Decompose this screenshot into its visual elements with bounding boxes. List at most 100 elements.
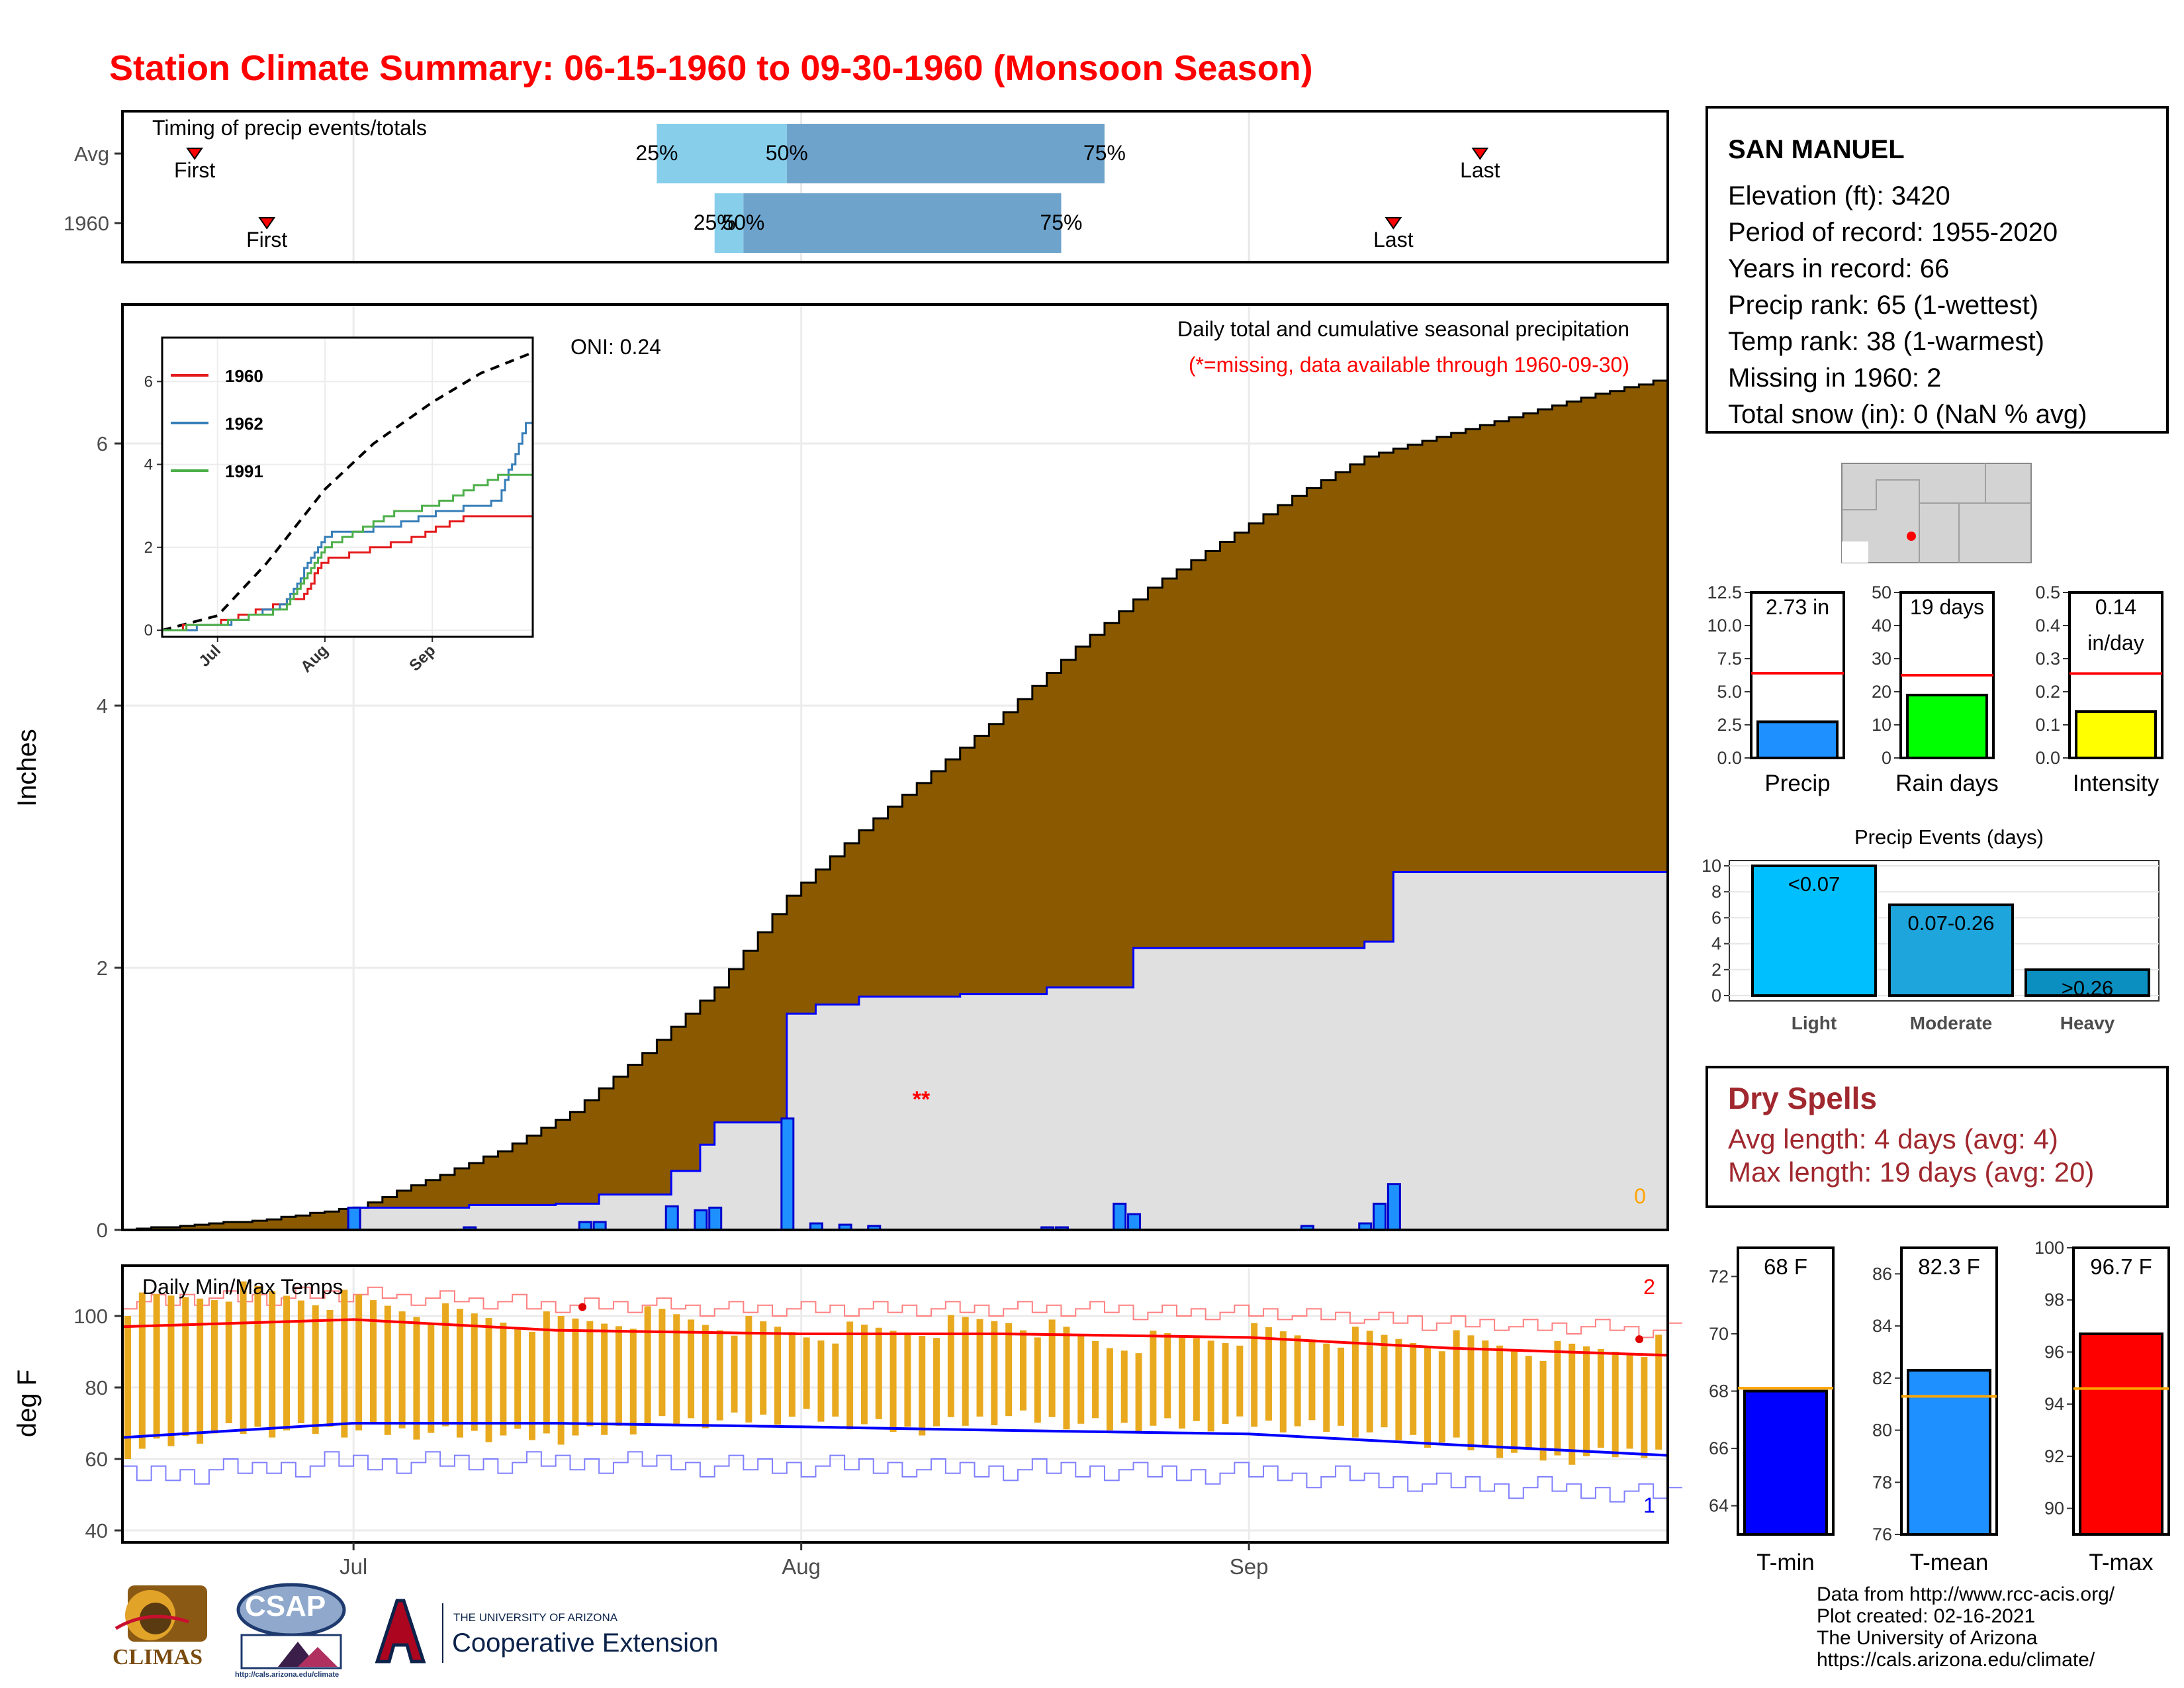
locator-map-mexico bbox=[1842, 541, 1868, 563]
summary-y-tick-label: 2.5 bbox=[1717, 715, 1742, 735]
temp-panel-title: Daily Min/Max Temps bbox=[142, 1275, 343, 1299]
credits: Data from http://www.rcc-acis.org/ Plot … bbox=[1817, 1583, 2115, 1671]
temp-summary-y-tick-label: 80 bbox=[1872, 1421, 1892, 1440]
daily-temp-bar bbox=[1135, 1353, 1142, 1434]
temp-summary-y-tick-label: 68 bbox=[1709, 1382, 1729, 1401]
ua-large-label: Cooperative Extension bbox=[452, 1628, 719, 1658]
daily-temp-bar bbox=[976, 1319, 983, 1417]
cumulative-1960-line bbox=[122, 870, 1668, 1231]
daily-temp-bar bbox=[1351, 1327, 1359, 1438]
daily-temp-bar bbox=[1482, 1340, 1489, 1446]
snow-count: 0 bbox=[1634, 1184, 1646, 1208]
summary-y-tick-label: 30 bbox=[1872, 649, 1891, 669]
daily-temp-bar bbox=[1554, 1340, 1561, 1456]
temp-summary-y-tick-label: 70 bbox=[1709, 1324, 1729, 1344]
inset-y-tick-label: 2 bbox=[144, 539, 153, 557]
precip-panel-border bbox=[121, 303, 1669, 1231]
logos: CLIMAS CSAP http://cals.arizona.edu/clim… bbox=[109, 1582, 745, 1681]
daily-temp-bar bbox=[1539, 1360, 1547, 1461]
precip-events-title: Precip Events (days) bbox=[1854, 825, 2044, 849]
temp-summary-y-tick-label: 82 bbox=[1872, 1368, 1892, 1388]
daily-temp-bar bbox=[210, 1300, 218, 1434]
precip-y-tick-label: 2 bbox=[97, 957, 108, 980]
daily-temp-bar bbox=[1077, 1334, 1085, 1424]
dry-spells-title: Dry Spells bbox=[1728, 1081, 1877, 1115]
inset-y-tick-label: 6 bbox=[144, 373, 153, 391]
daily-temp-bar bbox=[1092, 1340, 1099, 1419]
ua-divider bbox=[442, 1603, 443, 1663]
daily-temp-bar bbox=[138, 1292, 146, 1449]
station-missing: Missing in 1960: 2 bbox=[1728, 363, 1942, 393]
daily-temp-bar bbox=[1626, 1354, 1633, 1449]
daily-temp-bar bbox=[962, 1317, 969, 1426]
daily-temp-bar bbox=[947, 1315, 954, 1417]
temp-summary-y-tick-label: 76 bbox=[1872, 1524, 1892, 1544]
timing-row-label: 1960 bbox=[64, 212, 109, 235]
daily-temp-bar bbox=[182, 1297, 189, 1436]
summary-y-tick-label: 0.2 bbox=[2035, 682, 2060, 702]
daily-temp-bar bbox=[1063, 1327, 1070, 1430]
summary-y-tick-label: 10 bbox=[1872, 715, 1891, 735]
inset-y-tick-label: 4 bbox=[144, 456, 153, 474]
precip-events-y-tick-label: 4 bbox=[1711, 934, 1721, 954]
daily-precip-bar bbox=[780, 1117, 795, 1231]
summary-y-tick-label: 5.0 bbox=[1717, 682, 1742, 702]
precip-event-bar bbox=[1888, 903, 2014, 998]
station-location-marker bbox=[1907, 532, 1916, 541]
summary-y-tick-label: 12.5 bbox=[1707, 583, 1742, 602]
temp-summary-value-label: 96.7 F bbox=[2090, 1254, 2152, 1279]
record-max-marker bbox=[1635, 1335, 1643, 1344]
daily-temp-bar bbox=[745, 1316, 752, 1423]
timing-first-label: First bbox=[246, 228, 287, 252]
station-elevation: Elevation (ft): 3420 bbox=[1728, 181, 1950, 211]
daily-temp-bar bbox=[1179, 1335, 1186, 1429]
daily-temp-bar bbox=[197, 1298, 204, 1444]
locator-map bbox=[1841, 463, 2032, 563]
inset-legend-label: 1960 bbox=[225, 366, 263, 386]
daily-temp-bar bbox=[283, 1295, 291, 1430]
station-period: Period of record: 1955-2020 bbox=[1728, 218, 2058, 247]
daily-temp-bar bbox=[1655, 1335, 1662, 1450]
timing-first-label: First bbox=[174, 158, 215, 182]
temp-summary-y-tick-label: 92 bbox=[2044, 1446, 2064, 1466]
record-min-count: 1 bbox=[1643, 1493, 1655, 1517]
daily-temp-bar bbox=[153, 1293, 160, 1439]
avg-max-temp-line bbox=[122, 1318, 1668, 1357]
daily-temp-bar bbox=[846, 1321, 854, 1430]
daily-temp-bar bbox=[1453, 1330, 1460, 1438]
daily-temp-bar bbox=[1106, 1348, 1113, 1430]
precip-events-y-tick-label: 2 bbox=[1711, 960, 1721, 980]
daily-temp-bar bbox=[1019, 1330, 1026, 1411]
ua-small-label: THE UNIVERSITY OF ARIZONA bbox=[453, 1611, 618, 1624]
temp-summary-y-tick-label: 86 bbox=[1872, 1264, 1892, 1284]
precip-event-bar-label: >0.26 bbox=[2062, 976, 2113, 1000]
daily-temp-bar bbox=[731, 1335, 738, 1413]
precip-events-y-tick-label: 8 bbox=[1711, 882, 1721, 902]
precip-event-bar-label: 0.07-0.26 bbox=[1908, 912, 1995, 935]
daily-temp-bar bbox=[384, 1305, 391, 1435]
daily-temp-bar bbox=[1569, 1343, 1576, 1465]
temp-summary-bar bbox=[2079, 1332, 2163, 1536]
summary-bar bbox=[1906, 694, 1988, 759]
precip-event-bar bbox=[1751, 865, 1877, 997]
timing-p50-label: 50% bbox=[766, 141, 808, 165]
precip-event-category-label: Heavy bbox=[2060, 1013, 2115, 1033]
daily-temp-bar bbox=[240, 1281, 247, 1434]
temp-y-tick-label: 100 bbox=[73, 1305, 108, 1328]
daily-temp-bar bbox=[355, 1294, 363, 1430]
daily-temp-bar bbox=[1164, 1333, 1171, 1419]
temp-y-tick-label: 60 bbox=[85, 1448, 108, 1471]
timing-panel-border bbox=[121, 110, 1669, 263]
daily-temp-bar bbox=[442, 1303, 449, 1427]
dry-spells-panel: Dry Spells Avg length: 4 days (avg: 4) M… bbox=[1706, 1066, 2169, 1208]
daily-temp-bar bbox=[629, 1329, 637, 1434]
daily-temp-bar bbox=[543, 1311, 550, 1434]
summary-y-tick-label: 7.5 bbox=[1717, 649, 1742, 669]
daily-temp-bar bbox=[1338, 1347, 1345, 1426]
daily-temp-bar bbox=[398, 1311, 406, 1429]
ua-logo bbox=[375, 1599, 426, 1664]
timing-last-marker bbox=[1471, 148, 1489, 160]
precip-events-y-tick-label: 0 bbox=[1711, 986, 1721, 1006]
summary-bar-label: Precip bbox=[1764, 771, 1830, 796]
daily-temp-bar bbox=[1525, 1356, 1532, 1448]
